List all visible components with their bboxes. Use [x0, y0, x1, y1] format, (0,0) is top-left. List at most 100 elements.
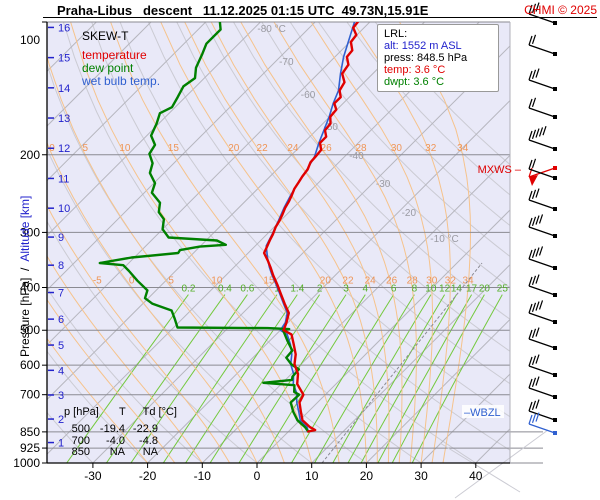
svg-text:-30: -30: [84, 469, 102, 483]
svg-text:4: 4: [58, 365, 64, 377]
lrl-title: LRL:: [384, 28, 408, 40]
svg-text:0.6: 0.6: [240, 284, 254, 295]
chart-legend: SKEW-T temperature dew point wet bulb te…: [82, 30, 160, 88]
plot-background: [47, 22, 510, 463]
col-td: Td [°C]: [142, 406, 177, 418]
legend-wet-bulb: wet bulb temp.: [82, 74, 161, 88]
svg-text:-20: -20: [402, 208, 417, 219]
svg-text:8: 8: [412, 284, 418, 295]
wind-barb: [528, 158, 557, 180]
svg-text:7: 7: [58, 288, 64, 300]
wind-barb: [528, 246, 557, 270]
svg-text:-70: -70: [279, 57, 294, 68]
svg-text:600: 600: [20, 358, 40, 372]
svg-text:-40: -40: [349, 151, 364, 162]
x-axis-caption: Temperature [°C] / Mixing ratio [g/kg]: [192, 486, 407, 500]
svg-text:12: 12: [58, 143, 70, 155]
svg-text:1.4: 1.4: [290, 284, 304, 295]
svg-text:850: 850: [20, 425, 40, 439]
y-axis-label-altitude: Altitude [km]: [18, 195, 32, 262]
y-axis-label-pressure: Pressure [hPa]: [18, 277, 32, 358]
svg-text:26: 26: [321, 143, 333, 154]
lrl-altitude: alt: 1552 m ASL: [384, 40, 462, 52]
svg-text:30: 30: [391, 143, 403, 154]
svg-text:22: 22: [257, 143, 269, 154]
legend-temperature: temperature: [82, 48, 147, 62]
level-markers: –WBZL MXWS –: [462, 164, 522, 419]
legend-dew-point: dew point: [82, 61, 134, 75]
svg-text:1000: 1000: [13, 456, 40, 470]
svg-text:14: 14: [58, 83, 70, 95]
temperature-curve: [262, 22, 359, 433]
wind-barb: [528, 412, 557, 435]
lrl-pressure: press: 848.5 hPa: [384, 52, 468, 64]
svg-text:-30: -30: [376, 179, 391, 190]
svg-text:15: 15: [58, 53, 70, 65]
mxws-label: MXWS –: [478, 164, 522, 176]
svg-text:-10: -10: [194, 469, 212, 483]
dew-point-curve: [98, 22, 310, 433]
svg-text:15: 15: [263, 276, 275, 287]
svg-text:10: 10: [425, 284, 437, 295]
svg-text:0: 0: [254, 469, 261, 483]
svg-text:3: 3: [343, 284, 349, 295]
plot-frame: [46, 22, 511, 464]
svg-text:0.2: 0.2: [181, 284, 195, 295]
wind-barb: [528, 399, 557, 422]
svg-text:20: 20: [228, 143, 240, 154]
svg-text:26: 26: [386, 276, 398, 287]
svg-text:30: 30: [426, 276, 438, 287]
svg-text:200: 200: [20, 148, 40, 162]
wind-barb: [528, 68, 557, 91]
svg-text:10: 10: [211, 276, 223, 287]
col-p: p [hPa]: [64, 406, 99, 418]
svg-text:22: 22: [342, 276, 354, 287]
svg-text:20: 20: [360, 469, 374, 483]
wind-barb: [528, 354, 557, 377]
svg-text:-20: -20: [139, 469, 157, 483]
svg-text:5: 5: [168, 276, 174, 287]
wind-barb: [528, 327, 557, 350]
lrl-dewpoint: dwpt: 3.6 °C: [384, 76, 445, 88]
wind-barb: [528, 274, 557, 297]
wind-barb: [528, 166, 557, 186]
wind-barb: [528, 300, 557, 324]
svg-text:20: 20: [479, 284, 491, 295]
wind-barb: [528, 2, 557, 25]
col-t: T: [119, 406, 126, 418]
svg-text:10: 10: [119, 143, 131, 154]
svg-text:10: 10: [58, 203, 70, 215]
svg-text:-60: -60: [301, 90, 316, 101]
wind-barb: [528, 126, 557, 151]
svg-text:28: 28: [407, 276, 419, 287]
title-underline: [43, 17, 597, 18]
svg-text:13: 13: [58, 113, 70, 125]
lrl-info-box: LRL: alt: 1552 m ASL press: 848.5 hPa te…: [377, 24, 499, 92]
page-title: Praha-Libus descent 11.12.2025 01:15 UTC…: [57, 3, 429, 18]
svg-text:2: 2: [317, 284, 323, 295]
svg-text:30: 30: [414, 469, 428, 483]
sounding-curves: [98, 22, 359, 433]
y-axis-caption: Pressure [hPa] / Altitude [km]: [18, 195, 32, 358]
svg-text:6: 6: [391, 284, 397, 295]
svg-text:1: 1: [58, 438, 64, 450]
wind-barb-column: [528, 2, 557, 435]
svg-text:32: 32: [445, 276, 457, 287]
chart-type-label: SKEW-T: [82, 29, 129, 43]
wind-barb: [528, 188, 557, 211]
svg-text:14: 14: [451, 284, 463, 295]
wind-barb: [528, 376, 557, 399]
svg-text:40: 40: [469, 469, 483, 483]
svg-text:100: 100: [20, 33, 40, 47]
svg-text:8: 8: [58, 260, 64, 272]
svg-text:5: 5: [82, 143, 88, 154]
svg-text:9: 9: [58, 232, 64, 244]
svg-text:34: 34: [462, 276, 474, 287]
svg-text:-10 °C: -10 °C: [430, 234, 458, 245]
svg-text:500: 500: [20, 323, 40, 337]
svg-text:32: 32: [425, 143, 437, 154]
wind-barb: [528, 34, 557, 56]
svg-text:4: 4: [363, 284, 369, 295]
